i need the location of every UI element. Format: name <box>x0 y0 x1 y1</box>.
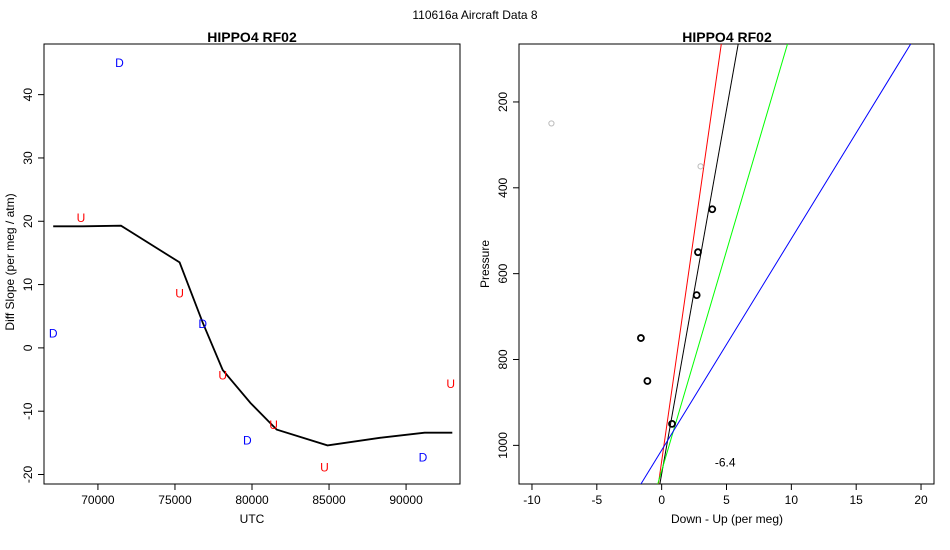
left-chart-title: HIPPO4 RF02 <box>207 29 297 45</box>
right-data-point-4 <box>692 291 701 300</box>
right-chart-panel: HIPPO4 RF02 Down - Up (per meg) Pressure… <box>478 29 935 526</box>
right-chart-title: HIPPO4 RF02 <box>682 29 772 45</box>
left-y-tick-label: 20 <box>21 214 35 228</box>
right-series-line-0 <box>657 44 722 484</box>
left-y-tick-label: 40 <box>21 88 35 102</box>
left-x-tick-label: 75000 <box>158 493 192 507</box>
right-data-point-5 <box>637 334 645 342</box>
left-y-tick-label: -10 <box>21 402 35 420</box>
right-y-tick-label: 200 <box>496 92 510 112</box>
right-y-tick-label: 600 <box>496 263 510 283</box>
right-plot-area: -10 -5 0 5 10 15 20 200 400 600 800 1000 -6.4 <box>496 43 935 507</box>
left-point-label-0: D <box>115 56 124 70</box>
right-x-tick-label: -10 <box>523 493 541 507</box>
right-y-axis-label: Pressure <box>478 240 492 288</box>
right-x-tick-label: 10 <box>785 493 799 507</box>
left-x-tick-label: 90000 <box>389 493 423 507</box>
right-data-point-0 <box>548 120 555 127</box>
left-series-line-0 <box>53 224 453 447</box>
left-point-label-10: U <box>446 377 455 391</box>
right-data-point-2 <box>708 205 717 214</box>
left-plot-frame <box>43 43 461 485</box>
left-x-tick-label: 85000 <box>312 493 346 507</box>
left-x-axis-label: UTC <box>240 512 265 526</box>
left-y-tick-label: 10 <box>21 278 35 292</box>
left-point-label-2: D <box>49 326 58 340</box>
right-x-axis-label: Down - Up (per meg) <box>671 512 783 526</box>
left-point-label-4: D <box>198 317 207 331</box>
left-point-label-3: U <box>175 286 184 300</box>
right-x-tick-label: 0 <box>658 493 665 507</box>
right-data-point-3 <box>694 248 702 257</box>
left-point-label-8: U <box>320 461 329 475</box>
right-series-line-2 <box>657 44 788 484</box>
left-y-axis-label: Diff Slope (per meg / atm) <box>3 193 17 330</box>
right-data-point-6 <box>643 377 652 385</box>
left-plot-content <box>53 224 453 447</box>
right-series-line-3 <box>640 44 912 484</box>
left-point-label-5: U <box>218 369 227 383</box>
left-y-tick-label: 30 <box>21 151 35 165</box>
right-y-tick-label: 1000 <box>496 432 510 459</box>
left-point-label-6: D <box>243 433 252 447</box>
left-x-tick-label: 70000 <box>81 493 115 507</box>
figure-suptitle: 110616a Aircraft Data 8 <box>412 8 538 22</box>
left-plot-area: 70000 75000 80000 85000 90000 -20 -10 0 10 20 30 40… <box>21 43 461 507</box>
right-y-tick-label: 400 <box>496 177 510 197</box>
left-y-tick-label: 0 <box>21 344 35 351</box>
right-x-tick-label: 5 <box>723 493 730 507</box>
right-y-tick-label: 800 <box>496 349 510 369</box>
right-series-line-1 <box>659 44 739 484</box>
left-x-tick-label: 80000 <box>235 493 269 507</box>
right-annotation-0: -6.4 <box>715 456 736 470</box>
left-point-label-9: D <box>419 450 428 464</box>
left-point-label-1: U <box>77 211 86 225</box>
right-x-tick-label: 20 <box>914 493 928 507</box>
right-data-point-1 <box>697 163 704 170</box>
right-data-point-7 <box>668 420 676 428</box>
left-y-tick-label: -20 <box>21 466 35 484</box>
left-point-label-7: U <box>269 418 278 432</box>
right-plot-content <box>640 44 912 484</box>
right-x-tick-label: -5 <box>591 493 602 507</box>
left-chart-panel: HIPPO4 RF02 UTC Diff Slope (per meg / at… <box>3 29 461 526</box>
right-x-tick-label: 15 <box>850 493 864 507</box>
